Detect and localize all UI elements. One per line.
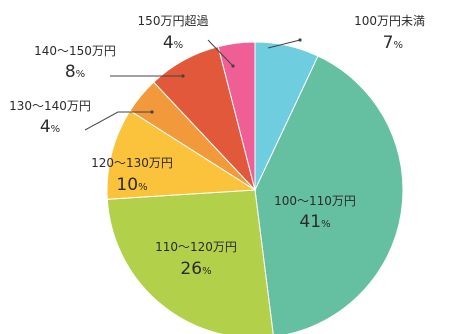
- leader-dot-1: [298, 38, 302, 42]
- slice-unit-1: %: [393, 40, 403, 51]
- slice-label-5: 130〜140万円: [9, 99, 91, 113]
- slice-unit-5: %: [51, 124, 61, 135]
- slice-unit-7: %: [174, 40, 184, 51]
- leader-dot-7: [231, 64, 235, 68]
- slice-labels: 100万円未満 7% 100〜110万円 41% 110〜120万円 26% 120〜130…: [9, 13, 425, 279]
- leader-dot-5: [150, 110, 154, 114]
- leader-line-5: [84, 111, 152, 131]
- leader-lines: [84, 38, 302, 131]
- pie-slice-4: [106, 110, 257, 200]
- slice-value-4: 10%: [116, 175, 147, 195]
- leader-dot-6: [181, 74, 185, 78]
- slice-label-4: 120〜130万円: [91, 156, 173, 170]
- pie-slices: [106, 41, 404, 334]
- slice-label-2: 100〜110万円: [274, 194, 356, 208]
- slice-value-6: 8%: [65, 62, 85, 82]
- slice-label-6: 140〜150万円: [34, 44, 116, 58]
- pie-slice-2: [254, 55, 404, 334]
- slice-value-2: 41%: [299, 212, 330, 232]
- slice-value-7: 4%: [163, 33, 183, 53]
- leader-line-7: [207, 39, 234, 67]
- pie-slice-3: [106, 189, 274, 334]
- slice-value-3: 26%: [180, 259, 211, 279]
- slice-label-1: 100万円未満: [354, 14, 425, 28]
- slice-unit-3: %: [202, 266, 212, 277]
- leader-line-1: [267, 39, 301, 49]
- slice-unit-2: %: [321, 219, 331, 230]
- slice-unit-6: %: [76, 69, 86, 80]
- slice-value-1: 7%: [383, 33, 403, 53]
- slice-value-5: 4%: [40, 117, 60, 137]
- pie-slice-7: [217, 41, 256, 191]
- slice-label-3: 110〜120万円: [155, 240, 237, 254]
- slice-unit-4: %: [138, 182, 148, 193]
- slice-label-7: 150万円超過: [138, 13, 209, 28]
